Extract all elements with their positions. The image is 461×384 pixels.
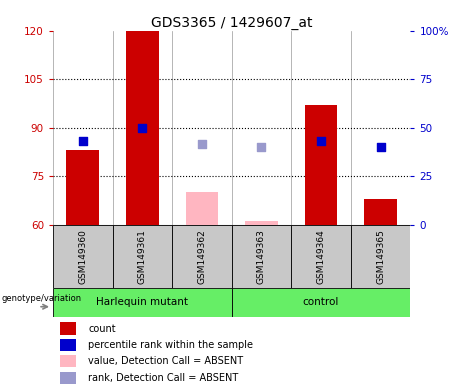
- Bar: [60, 339, 76, 351]
- Text: value, Detection Call = ABSENT: value, Detection Call = ABSENT: [88, 356, 243, 366]
- Text: GSM149360: GSM149360: [78, 229, 87, 284]
- Text: rank, Detection Call = ABSENT: rank, Detection Call = ABSENT: [88, 373, 238, 383]
- Bar: [232, 288, 410, 317]
- Point: [258, 144, 265, 150]
- Bar: [126, 31, 159, 225]
- Bar: [232, 225, 291, 288]
- Point: [139, 124, 146, 131]
- Text: GSM149365: GSM149365: [376, 229, 385, 284]
- Point: [79, 137, 87, 144]
- Bar: [172, 225, 232, 288]
- Text: GSM149364: GSM149364: [316, 229, 325, 284]
- Bar: [53, 288, 232, 317]
- Bar: [291, 225, 351, 288]
- Bar: [60, 323, 76, 335]
- Text: Harlequin mutant: Harlequin mutant: [96, 297, 189, 308]
- Title: GDS3365 / 1429607_at: GDS3365 / 1429607_at: [151, 16, 313, 30]
- Text: count: count: [88, 324, 116, 334]
- Bar: [305, 105, 337, 225]
- Text: control: control: [303, 297, 339, 308]
- Bar: [245, 222, 278, 225]
- Text: genotype/variation: genotype/variation: [1, 294, 81, 303]
- Point: [198, 141, 206, 147]
- Bar: [66, 150, 99, 225]
- Bar: [364, 199, 397, 225]
- Bar: [185, 192, 218, 225]
- Bar: [112, 225, 172, 288]
- Bar: [60, 372, 76, 384]
- Bar: [60, 354, 76, 367]
- Text: percentile rank within the sample: percentile rank within the sample: [88, 340, 253, 350]
- Bar: [351, 225, 410, 288]
- Text: GSM149361: GSM149361: [138, 229, 147, 284]
- Point: [317, 137, 325, 144]
- Text: GSM149362: GSM149362: [197, 229, 207, 284]
- Point: [377, 144, 384, 150]
- Text: GSM149363: GSM149363: [257, 229, 266, 284]
- Bar: [53, 225, 112, 288]
